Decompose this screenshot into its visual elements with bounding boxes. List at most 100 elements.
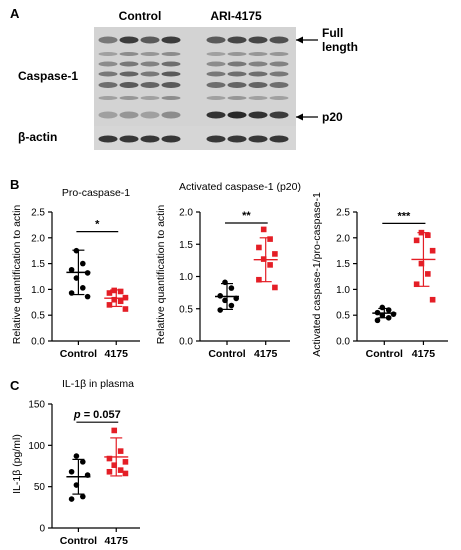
y-tick-label: 1.5 [31, 259, 45, 270]
data-point [425, 271, 431, 277]
chart-ratio: Activated caspase-1/pro-caspase-1 0.0 0.5 1… [311, 192, 448, 360]
x-tick-label: 4175 [412, 348, 436, 360]
data-point [117, 298, 124, 305]
y-axis-label: Activated caspase-1/pro-caspase-1 [311, 192, 323, 357]
data-point [413, 237, 420, 244]
significance-label: ** [242, 210, 251, 222]
data-point [73, 453, 80, 459]
svg-text:p20: p20 [322, 110, 343, 124]
data-point [228, 302, 235, 309]
data-point [68, 496, 75, 502]
svg-text:Full: Full [322, 26, 343, 40]
data-point [73, 275, 80, 281]
data-point [429, 247, 436, 254]
data-point [117, 288, 124, 295]
data-point [68, 266, 75, 273]
chart-title: Activated caspase-1 (p20) [179, 181, 301, 193]
data-point [122, 470, 129, 477]
data-point [80, 260, 86, 267]
annotation-full-length: Full length [296, 26, 358, 54]
data-point [413, 281, 420, 288]
panel-a-label: A [10, 6, 20, 21]
y-tick-label: 0.5 [31, 311, 45, 322]
y-tick-label: 0.5 [179, 304, 193, 315]
chart-il1b-plasma: IL-1β in plasma IL-1β (pg/ml) 0 50 100 150 Con… [11, 378, 140, 547]
y-tick-label: 0.5 [336, 311, 350, 322]
y-tick-label: 1.0 [179, 272, 193, 283]
data-point [84, 293, 91, 300]
y-axis-label: Relative quantification to actin [11, 205, 23, 345]
x-tick-label: 4175 [254, 348, 278, 360]
data-point [390, 311, 397, 317]
y-axis-label: IL-1β (pg/ml) [11, 434, 23, 494]
data-point [122, 306, 129, 312]
panel-c-label: C [10, 378, 20, 393]
row-label-actin: β-actin [18, 130, 57, 144]
x-tick-label: Control [60, 535, 97, 547]
data-point [106, 290, 113, 296]
y-tick-label: 2.0 [336, 233, 350, 244]
data-point [73, 482, 80, 488]
chart-title: Pro-caspase-1 [62, 187, 130, 199]
data-point [272, 284, 278, 291]
y-tick-label: 50 [34, 482, 46, 493]
y-tick-label: 2.5 [336, 208, 350, 219]
data-point [117, 448, 124, 454]
group-label-control: Control [119, 9, 162, 23]
x-tick-label: Control [208, 348, 245, 360]
data-point [272, 251, 278, 257]
data-point [80, 285, 86, 291]
y-tick-label: 0 [39, 524, 45, 535]
data-point [260, 226, 267, 233]
data-point [68, 468, 75, 475]
annotation-p20: p20 [296, 110, 343, 124]
data-point [117, 467, 124, 473]
data-point [425, 232, 431, 239]
y-tick-label: 1.0 [31, 285, 45, 296]
data-point [256, 276, 262, 283]
y-tick-label: 2.5 [31, 208, 45, 219]
y-axis-label: Relative quantification to actin [155, 205, 167, 345]
significance-label: p = 0.057 [73, 409, 121, 421]
chart-title: IL-1β in plasma [62, 378, 134, 390]
y-tick-label: 100 [28, 441, 45, 452]
significance-label: *** [397, 210, 411, 222]
data-point [106, 455, 113, 462]
y-tick-label: 150 [28, 400, 45, 411]
data-point [217, 307, 223, 313]
chart-activated-caspase1: Activated caspase-1 (p20) Relative quanti… [155, 181, 301, 360]
data-point [111, 462, 118, 468]
data-point [418, 260, 425, 267]
data-point [256, 244, 262, 251]
y-tick-label: 0.0 [179, 337, 193, 348]
data-point [106, 468, 113, 475]
data-point [267, 236, 273, 242]
western-blot-actin [94, 126, 296, 150]
row-label-caspase1: Caspase-1 [18, 69, 78, 83]
y-tick-label: 1.5 [336, 259, 350, 270]
data-point [429, 296, 436, 303]
data-point [122, 459, 129, 465]
y-tick-label: 2.0 [179, 208, 193, 219]
significance-label: * [95, 219, 100, 231]
x-tick-label: Control [366, 348, 403, 360]
y-tick-label: 0.0 [336, 337, 350, 348]
western-blot-caspase1 [94, 27, 296, 129]
y-tick-label: 0.0 [31, 337, 45, 348]
data-point [111, 427, 118, 434]
data-point [80, 459, 86, 465]
data-point [106, 302, 113, 308]
svg-text:length: length [322, 40, 358, 54]
y-tick-label: 2.0 [31, 233, 45, 244]
x-tick-label: 4175 [105, 348, 129, 360]
data-point [374, 317, 381, 324]
chart-pro-caspase1: Pro-caspase-1 Relative quantification to … [11, 187, 140, 360]
y-tick-label: 1.0 [336, 285, 350, 296]
x-tick-label: 4175 [105, 535, 129, 547]
data-point [267, 262, 273, 268]
group-label-ari4175: ARI-4175 [210, 9, 262, 23]
data-point [80, 493, 86, 500]
y-tick-label: 1.5 [179, 240, 193, 251]
panel-b-label: B [10, 177, 19, 192]
